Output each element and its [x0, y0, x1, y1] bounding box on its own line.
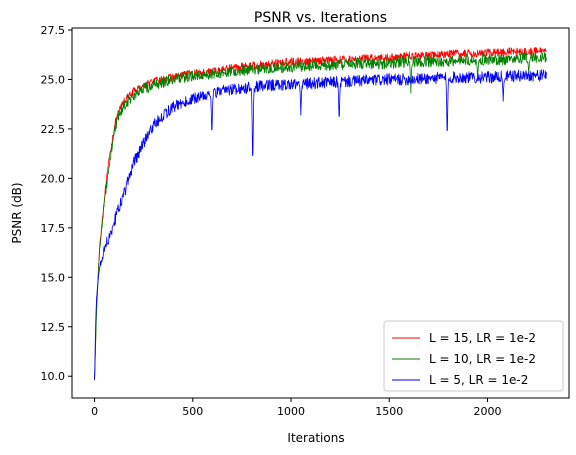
legend-label: L = 15, LR = 1e-2	[429, 331, 536, 345]
y-tick-label: 17.5	[41, 222, 66, 235]
series-line	[94, 47, 547, 381]
y-tick-label: 10.0	[41, 370, 66, 383]
series-line	[94, 51, 547, 381]
legend-frame	[383, 320, 564, 392]
x-axis-label: Iterations	[287, 431, 344, 445]
x-tick-label: 1500	[375, 405, 403, 418]
legend-label: L = 10, LR = 1e-2	[429, 352, 536, 366]
y-tick-label: 20.0	[41, 172, 66, 185]
x-tick-label: 0	[91, 405, 98, 418]
y-tick-label: 15.0	[41, 271, 66, 284]
x-tick-label: 1000	[277, 405, 305, 418]
y-axis-ticks: 10.0 12.5 15.0 17.5 20.0 22.5 25.0 27.5	[41, 24, 72, 383]
y-tick-label: 27.5	[41, 24, 66, 37]
legend: L = 15, LR = 1e-2 L = 10, LR = 1e-2 L = 5,…	[383, 320, 564, 392]
x-tick-label: 500	[182, 405, 203, 418]
y-tick-label: 12.5	[41, 321, 66, 334]
y-axis-label: PSNR (dB)	[10, 182, 24, 243]
y-tick-label: 22.5	[41, 123, 66, 136]
y-tick-label: 25.0	[41, 73, 66, 86]
series-line	[94, 69, 547, 381]
plot-frame	[71, 27, 570, 399]
legend-label: L = 5, LR = 1e-2	[429, 373, 528, 387]
x-tick-label: 2000	[473, 405, 501, 418]
plot-lines	[94, 47, 547, 381]
chart-title: PSNR vs. Iterations	[254, 10, 387, 26]
x-axis-ticks: 0 500 1000 1500 2000	[91, 398, 501, 418]
